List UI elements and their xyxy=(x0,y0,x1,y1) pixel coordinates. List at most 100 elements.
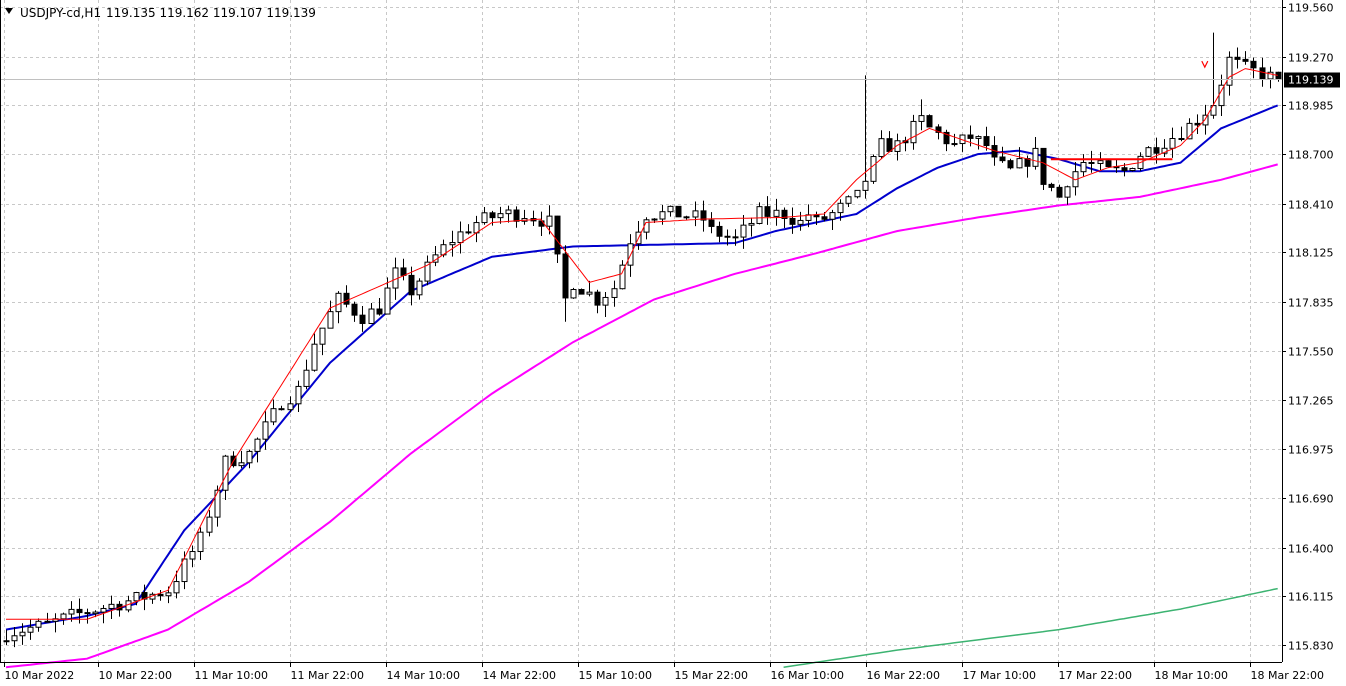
bull-candle[interactable] xyxy=(951,143,958,146)
bull-candle[interactable] xyxy=(11,635,18,642)
bear-candle[interactable] xyxy=(1234,56,1241,60)
bull-candle[interactable] xyxy=(311,343,318,371)
bear-candle[interactable] xyxy=(683,216,690,219)
bull-candle[interactable] xyxy=(1145,147,1152,157)
bull-candle[interactable] xyxy=(854,189,861,198)
bull-candle[interactable] xyxy=(197,531,204,553)
bull-candle[interactable] xyxy=(100,607,107,613)
bull-candle[interactable] xyxy=(1226,56,1233,86)
bear-candle[interactable] xyxy=(1040,147,1047,185)
bear-candle[interactable] xyxy=(594,291,601,306)
bear-candle[interactable] xyxy=(789,217,796,225)
bear-candle[interactable] xyxy=(732,236,739,239)
bull-candle[interactable] xyxy=(60,613,67,620)
bull-candle[interactable] xyxy=(1129,167,1136,172)
bear-candle[interactable] xyxy=(1153,147,1160,154)
bull-candle[interactable] xyxy=(108,603,115,609)
bull-candle[interactable] xyxy=(1032,147,1039,167)
bull-candle[interactable] xyxy=(335,292,342,313)
bull-candle[interactable] xyxy=(692,210,699,218)
bull-candle[interactable] xyxy=(1016,158,1023,169)
bear-candle[interactable] xyxy=(578,289,585,295)
bull-candle[interactable] xyxy=(1210,105,1217,116)
bull-candle[interactable] xyxy=(497,213,504,219)
bear-candle[interactable] xyxy=(999,156,1006,162)
bear-candle[interactable] xyxy=(708,219,715,227)
bear-candle[interactable] xyxy=(351,303,358,316)
bear-candle[interactable] xyxy=(157,593,164,597)
bear-candle[interactable] xyxy=(724,235,731,238)
bull-candle[interactable] xyxy=(829,212,836,220)
bull-candle[interactable] xyxy=(1064,186,1071,198)
bull-candle[interactable] xyxy=(416,280,423,296)
bull-candle[interactable] xyxy=(295,385,302,405)
bear-candle[interactable] xyxy=(935,126,942,133)
bull-candle[interactable] xyxy=(797,219,804,225)
bull-candle[interactable] xyxy=(667,205,674,213)
horizontal-level-line[interactable] xyxy=(1050,60,1209,161)
bear-candle[interactable] xyxy=(943,131,950,145)
bull-candle[interactable] xyxy=(1202,114,1209,126)
bear-candle[interactable] xyxy=(84,612,91,615)
bull-candle[interactable] xyxy=(165,592,172,597)
bull-candle[interactable] xyxy=(870,156,877,182)
bear-candle[interactable] xyxy=(983,136,990,147)
bear-candle[interactable] xyxy=(343,292,350,305)
bull-candle[interactable] xyxy=(837,202,844,214)
bear-candle[interactable] xyxy=(675,205,682,218)
bear-candle[interactable] xyxy=(700,210,707,221)
bull-candle[interactable] xyxy=(35,620,42,628)
bull-candle[interactable] xyxy=(659,211,666,220)
bull-candle[interactable] xyxy=(748,222,755,226)
bear-candle[interactable] xyxy=(489,212,496,219)
bull-candle[interactable] xyxy=(368,308,375,324)
bear-candle[interactable] xyxy=(1242,58,1249,62)
bull-candle[interactable] xyxy=(270,408,277,423)
bull-candle[interactable] xyxy=(3,640,10,643)
bull-candle[interactable] xyxy=(44,620,51,623)
bull-candle[interactable] xyxy=(206,516,213,533)
bull-candle[interactable] xyxy=(975,136,982,139)
bear-candle[interactable] xyxy=(1105,160,1112,168)
bear-candle[interactable] xyxy=(1121,167,1128,172)
bull-candle[interactable] xyxy=(611,288,618,298)
price-axis[interactable]: 119.560 119.270 118.985 118.700 118.410 118.1… xyxy=(1282,2,1334,653)
triangle-down-icon[interactable] xyxy=(5,8,13,14)
bull-candle[interactable] xyxy=(862,180,869,191)
bull-candle[interactable] xyxy=(262,421,269,440)
bear-candle[interactable] xyxy=(538,220,545,227)
bull-candle[interactable] xyxy=(173,581,180,594)
bear-candle[interactable] xyxy=(359,314,366,324)
bear-candle[interactable] xyxy=(376,308,383,315)
bear-candle[interactable] xyxy=(716,225,723,237)
bull-candle[interactable] xyxy=(68,608,75,615)
bear-candle[interactable] xyxy=(1056,186,1063,198)
bull-candle[interactable] xyxy=(222,455,229,491)
candlesticks[interactable] xyxy=(3,32,1282,648)
bear-candle[interactable] xyxy=(1088,161,1095,164)
bull-candle[interactable] xyxy=(246,450,253,464)
bull-candle[interactable] xyxy=(1097,160,1104,164)
bull-candle[interactable] xyxy=(586,291,593,295)
bear-candle[interactable] xyxy=(554,215,561,255)
bear-candle[interactable] xyxy=(821,216,828,220)
bear-candle[interactable] xyxy=(76,608,83,614)
bull-candle[interactable] xyxy=(384,287,391,315)
bull-candle[interactable] xyxy=(238,462,245,467)
bull-candle[interactable] xyxy=(1186,122,1193,140)
bull-candle[interactable] xyxy=(19,631,26,637)
bull-candle[interactable] xyxy=(287,403,294,411)
bull-candle[interactable] xyxy=(918,115,925,122)
bull-candle[interactable] xyxy=(1080,161,1087,173)
bear-candle[interactable] xyxy=(1259,67,1266,80)
bull-candle[interactable] xyxy=(214,489,221,518)
bull-candle[interactable] xyxy=(845,196,852,204)
bear-candle[interactable] xyxy=(967,134,974,139)
bull-candle[interactable] xyxy=(457,231,464,244)
bull-candle[interactable] xyxy=(254,438,261,452)
bull-candle[interactable] xyxy=(133,592,140,602)
bear-candle[interactable] xyxy=(1194,122,1201,126)
bull-candle[interactable] xyxy=(602,296,609,306)
time-axis[interactable]: 10 Mar 2022 10 Mar 22:00 11 Mar 10:00 11 Ma… xyxy=(4,662,1324,682)
